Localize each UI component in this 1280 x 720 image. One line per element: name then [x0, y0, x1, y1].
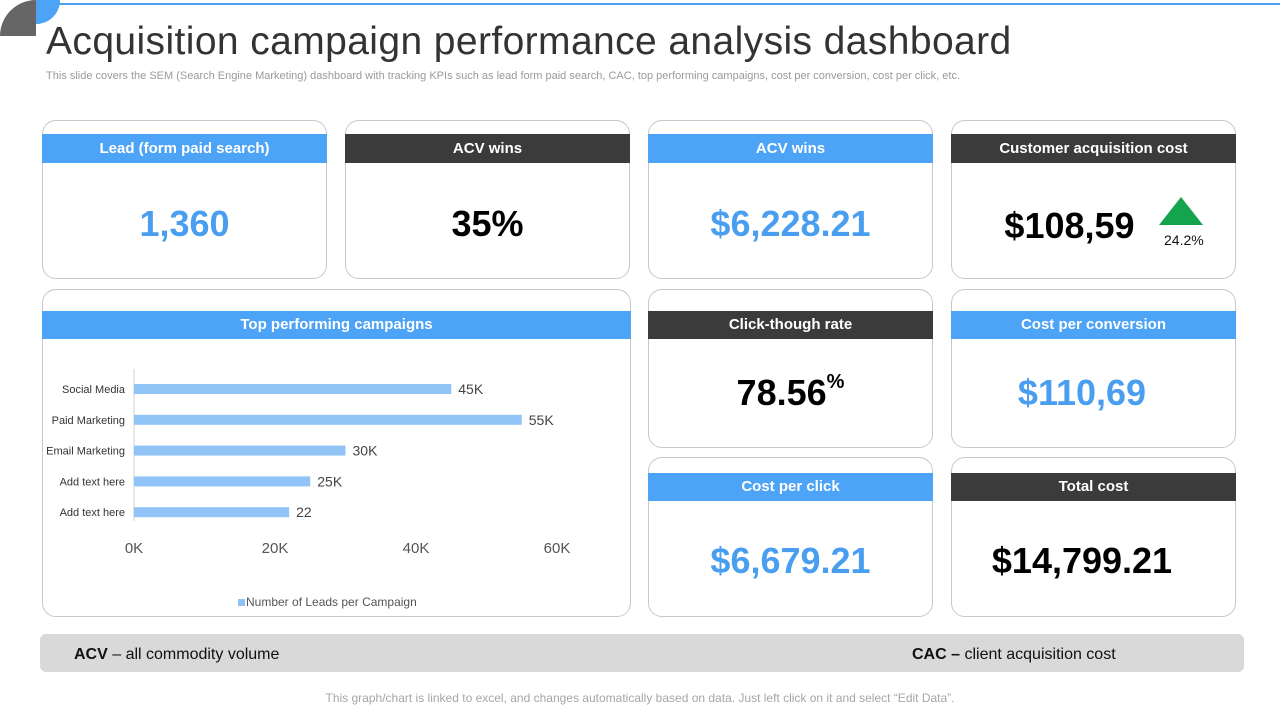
page-subtitle: This slide covers the SEM (Search Engine…	[46, 70, 961, 82]
page-title: Acquisition campaign performance analysi…	[46, 20, 1012, 63]
kpi-card-cost-per-conversion-header: Cost per conversion	[951, 311, 1236, 339]
bar-chart: Social Media 45K Paid Marketing 55K Email Ma…	[46, 369, 571, 609]
top-accent-line	[40, 3, 1280, 5]
definition-acv-text: – all commodity volume	[107, 646, 280, 663]
kpi-card-cac-value: $108,59	[1004, 205, 1135, 246]
kpi-card-lead-header: Lead (form paid search)	[42, 134, 327, 163]
kpi-card-ctr: Click-though rate 78.56%	[648, 289, 933, 448]
chart-card-top-campaigns: Top performing campaigns Social Media 45K…	[42, 289, 631, 617]
kpi-card-cac: Customer acquisition cost $108,59 24.2%	[951, 120, 1236, 279]
kpi-card-acv-wins-pct: ACV wins 35%	[345, 120, 630, 279]
kpi-card-total-cost-header: Total cost	[951, 473, 1236, 501]
bar	[134, 445, 346, 456]
up-arrow-icon	[1159, 197, 1203, 225]
kpi-card-acv-wins-pct-header: ACV wins	[345, 134, 630, 163]
kpi-card-cost-per-click: Cost per click $6,679.21	[648, 457, 933, 617]
category-label: Social Media	[62, 384, 126, 396]
kpi-card-cac-change: 24.2%	[1164, 232, 1204, 248]
definitions-bar: ACV – all commodity volume CAC – client …	[40, 634, 1244, 672]
x-tick-label: 60K	[544, 540, 571, 557]
definition-cac-text: client acquisition cost	[960, 646, 1116, 663]
kpi-card-acv-wins-pct-value: 35%	[451, 203, 524, 244]
x-tick-label: 40K	[403, 540, 430, 557]
category-label: Add text here	[60, 507, 125, 519]
kpi-card-total-cost: Total cost $14,799.21	[951, 457, 1236, 617]
definition-cac: CAC – client acquisition cost	[912, 646, 1116, 664]
data-label: 30K	[353, 443, 379, 459]
footer-note: This graph/chart is linked to excel, and…	[325, 691, 955, 705]
corner-decoration	[0, 0, 60, 36]
data-label: 45K	[458, 381, 484, 397]
kpi-card-lead: Lead (form paid search) 1,360	[42, 120, 327, 279]
kpi-card-cost-per-click-header: Cost per click	[648, 473, 933, 501]
kpi-card-acv-wins-amount-header: ACV wins	[648, 134, 933, 163]
category-label: Paid Marketing	[52, 415, 125, 427]
x-tick-label: 0K	[125, 540, 143, 557]
definition-acv: ACV – all commodity volume	[74, 646, 279, 664]
kpi-card-total-cost-value: $14,799.21	[991, 540, 1173, 581]
kpi-card-cac-header: Customer acquisition cost	[951, 134, 1236, 163]
kpi-card-ctr-number: 78.56	[736, 372, 827, 413]
category-label: Email Marketing	[46, 446, 125, 458]
bar	[134, 384, 452, 394]
legend-label: Number of Leads per Campaign	[246, 595, 417, 609]
definition-cac-abbr: CAC –	[912, 646, 961, 663]
kpi-card-ctr-value: 78.56%	[649, 371, 932, 414]
kpi-card-lead-value: 1,360	[139, 203, 230, 244]
definition-acv-abbr: ACV	[74, 646, 108, 663]
kpi-card-cost-per-conversion-value: $110,69	[1017, 372, 1147, 413]
legend-swatch	[238, 599, 245, 606]
bar	[134, 476, 311, 487]
kpi-card-ctr-unit: %	[826, 371, 845, 393]
x-tick-label: 20K	[262, 540, 289, 557]
kpi-card-acv-wins-amount-value: $6,228.21	[710, 203, 871, 244]
kpi-card-ctr-header: Click-though rate	[648, 311, 933, 339]
kpi-card-acv-wins-amount: ACV wins $6,228.21	[648, 120, 933, 279]
data-label: 55K	[529, 412, 555, 428]
kpi-card-cost-per-conversion: Cost per conversion $110,69	[951, 289, 1236, 448]
chart-title: Top performing campaigns	[42, 311, 631, 339]
data-label: 25K	[317, 473, 343, 489]
bar	[134, 507, 290, 518]
data-label: 22	[296, 504, 312, 520]
kpi-card-cost-per-click-value: $6,679.21	[710, 540, 871, 581]
category-label: Add text here	[60, 476, 125, 488]
bar	[134, 414, 522, 425]
